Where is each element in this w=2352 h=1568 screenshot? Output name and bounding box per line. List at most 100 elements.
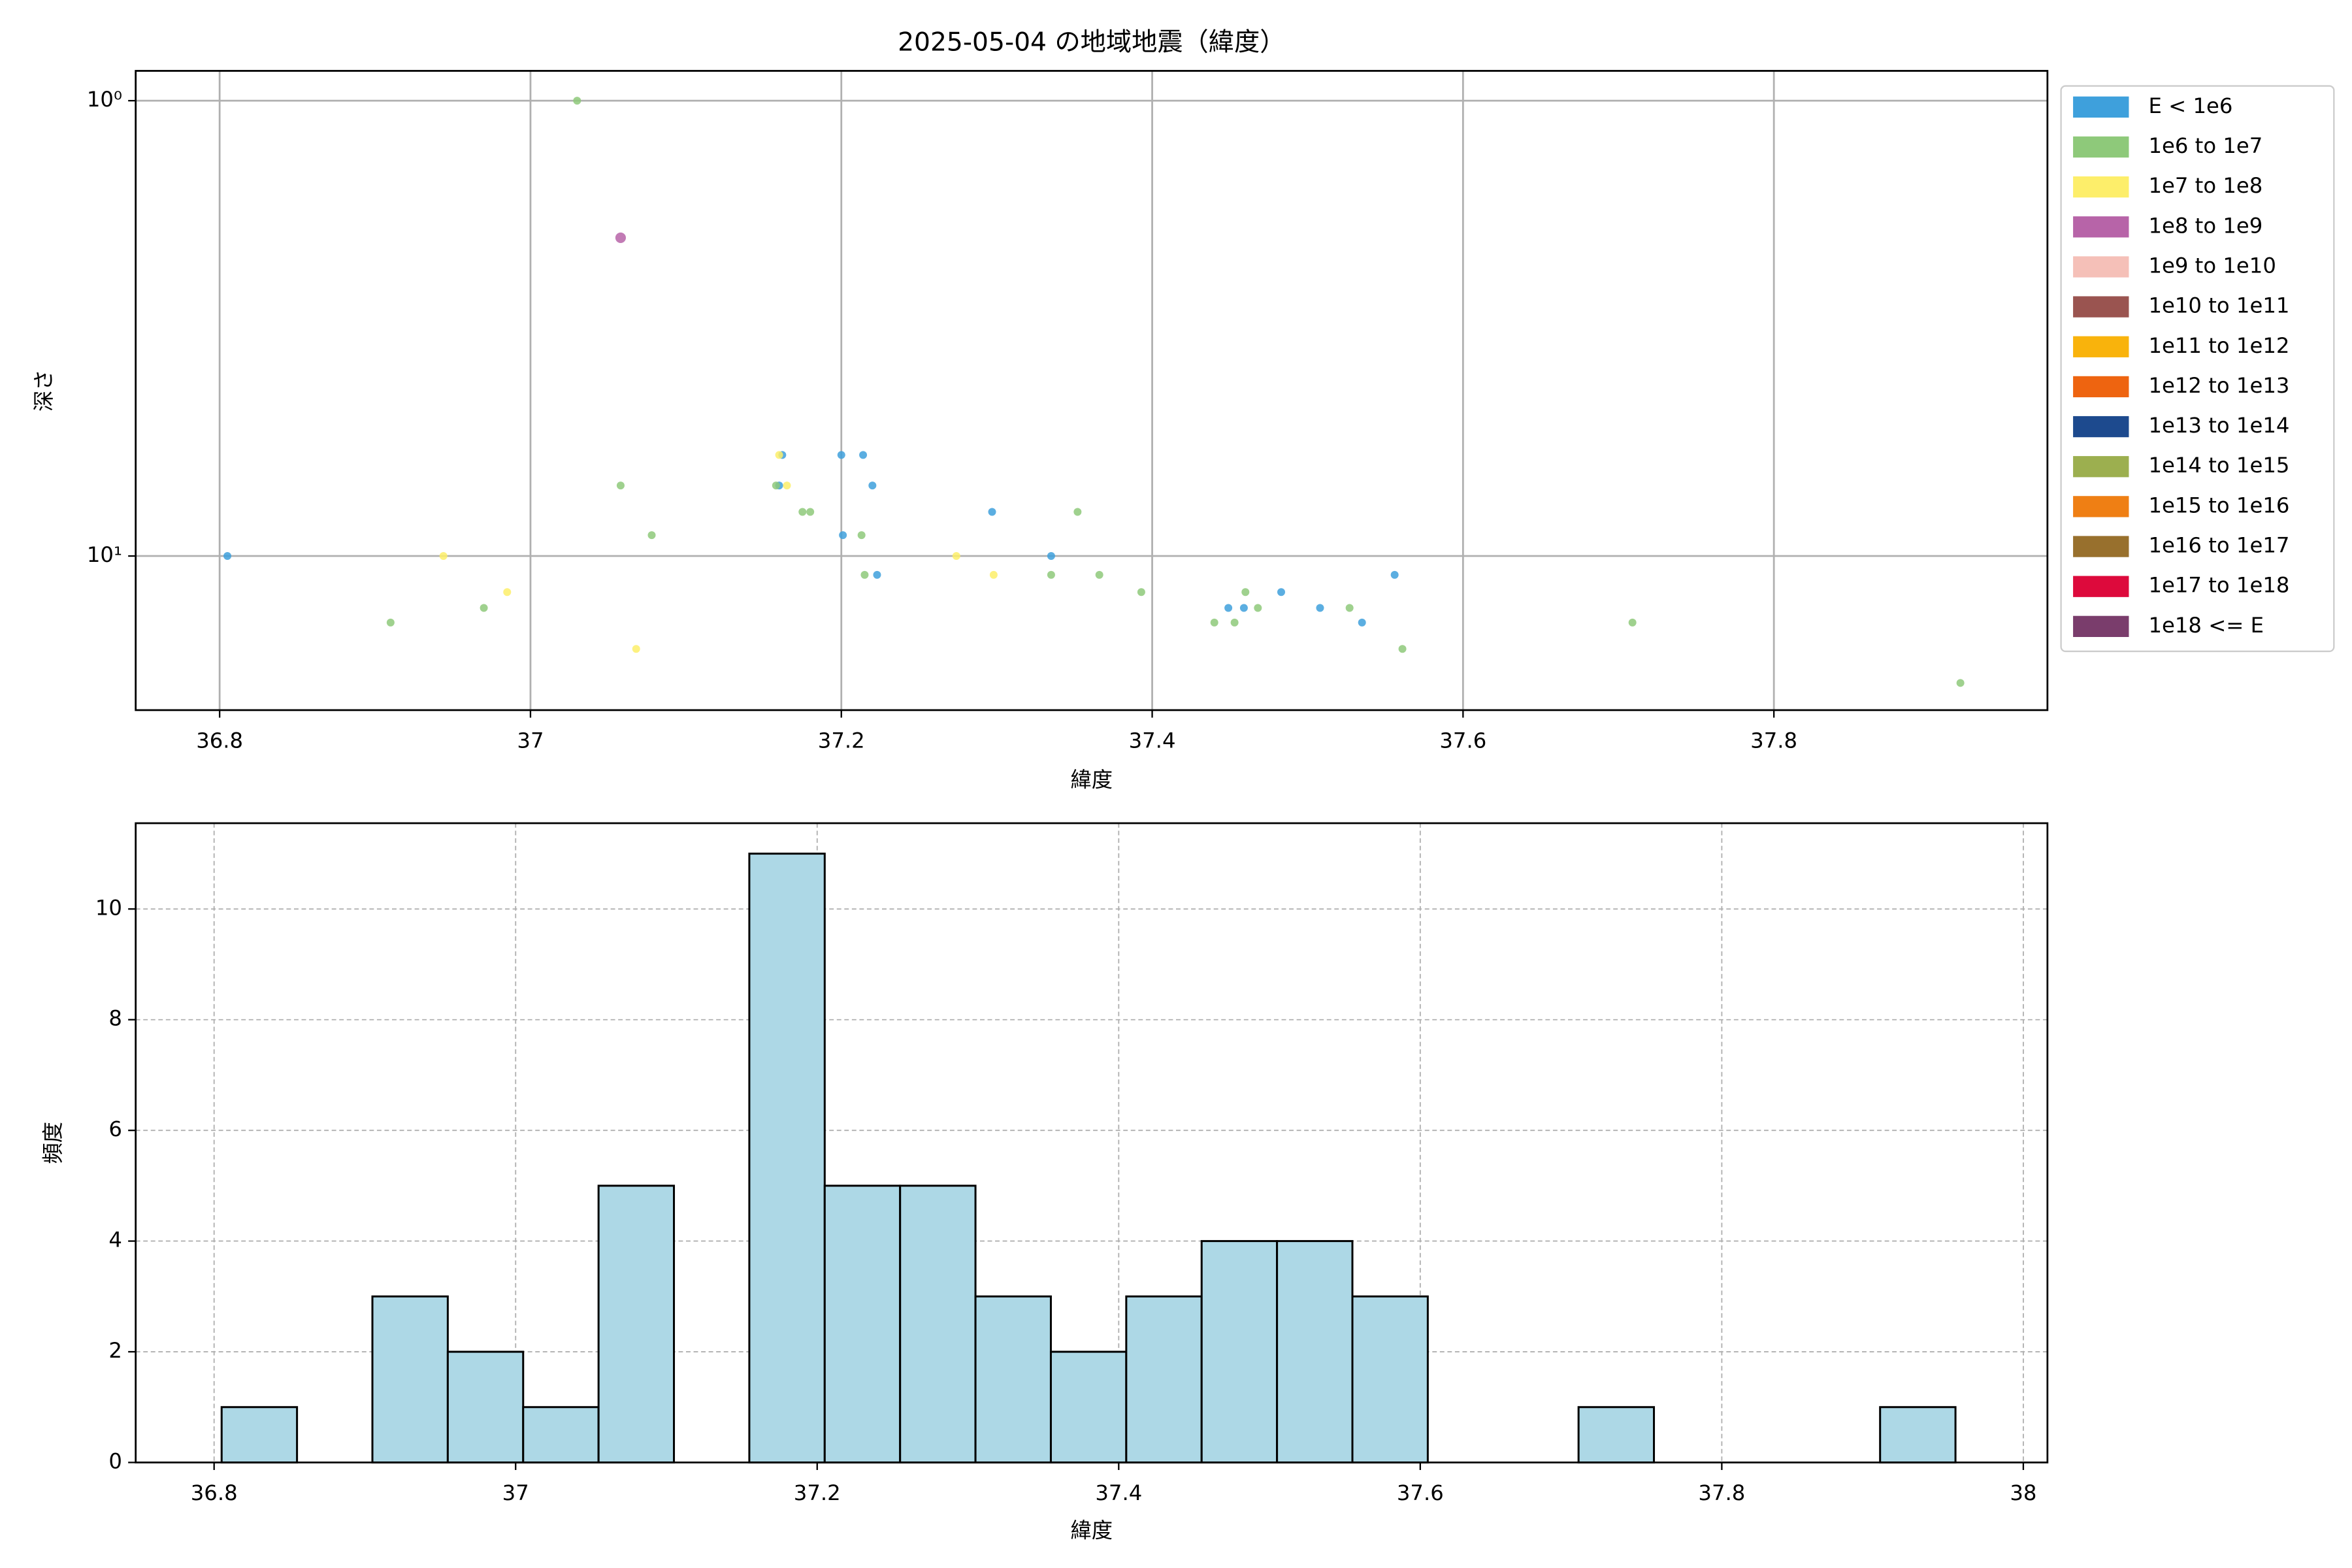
legend-label: E < 1e6	[2148, 93, 2232, 118]
point	[873, 570, 881, 579]
x-tick-label: 37.6	[1439, 728, 1486, 753]
bar	[823, 1184, 902, 1463]
x-tick-label: 37	[502, 1480, 529, 1505]
bar	[1049, 1350, 1128, 1463]
x-tick-label: 37.2	[794, 1480, 841, 1505]
point	[616, 482, 625, 490]
point	[860, 570, 869, 579]
bar	[899, 1184, 977, 1463]
point	[1345, 604, 1354, 612]
point	[573, 97, 581, 105]
legend-label: 1e13 to 1e14	[2148, 413, 2289, 438]
legend-label: 1e7 to 1e8	[2148, 173, 2262, 198]
legend-label: 1e12 to 1e13	[2148, 373, 2289, 398]
x-tick-label: 36.8	[196, 728, 243, 753]
point	[1137, 588, 1145, 596]
y-tick-label: 10	[95, 895, 122, 920]
legend-swatch	[2073, 376, 2129, 398]
legend-swatch	[2073, 96, 2129, 118]
bar	[446, 1350, 525, 1463]
y-axis-label: 深さ	[31, 369, 56, 412]
y-axis-label: 頻度	[41, 1122, 65, 1164]
point	[1239, 604, 1248, 612]
legend-label: 1e10 to 1e11	[2148, 293, 2289, 318]
point	[1047, 570, 1055, 579]
point	[1628, 618, 1637, 627]
x-tick-label: 37.6	[1397, 1480, 1444, 1505]
bar	[597, 1184, 676, 1463]
point	[647, 531, 656, 540]
chart-title: 2025-05-04 の地域地震（緯度）	[898, 27, 1285, 57]
legend-label: 1e8 to 1e9	[2148, 213, 2262, 238]
point	[837, 451, 845, 459]
y-tick-label: 4	[108, 1228, 122, 1252]
point	[1210, 618, 1218, 627]
point	[1241, 588, 1250, 596]
point	[1095, 570, 1103, 579]
point	[1047, 552, 1055, 561]
legend-swatch	[2073, 176, 2129, 198]
bar	[1125, 1295, 1203, 1463]
y-tick-label: 0	[108, 1448, 122, 1473]
point	[772, 482, 780, 490]
legend-swatch	[2073, 416, 2129, 438]
legend-box	[2060, 85, 2335, 653]
bar	[522, 1406, 600, 1463]
legend-swatch	[2073, 456, 2129, 478]
axes-frame	[135, 70, 2049, 711]
legend-swatch	[2073, 256, 2129, 278]
bar	[974, 1295, 1052, 1463]
point	[857, 531, 866, 540]
x-tick-label: 37.8	[1750, 728, 1797, 753]
x-tick-label: 37	[517, 728, 544, 753]
point	[223, 552, 232, 561]
bar	[220, 1406, 299, 1463]
y-tick-label: 10¹	[87, 542, 122, 567]
legend-label: 1e18 <= E	[2148, 613, 2264, 638]
x-tick-label: 37.8	[1698, 1480, 1745, 1505]
legend-swatch	[2073, 216, 2129, 238]
point	[952, 552, 960, 561]
point	[988, 508, 996, 516]
x-tick-label: 37.4	[1095, 1480, 1142, 1505]
point	[632, 645, 640, 653]
point	[1073, 508, 1082, 516]
point	[1316, 604, 1324, 612]
bar	[1276, 1240, 1354, 1463]
x-tick-label: 37.2	[818, 728, 865, 753]
axes-frame	[135, 822, 2049, 1463]
legend-swatch	[2073, 576, 2129, 597]
point	[1390, 570, 1399, 579]
point	[859, 451, 868, 459]
bar	[1879, 1406, 1957, 1463]
legend-label: 1e14 to 1e15	[2148, 453, 2289, 478]
legend-swatch	[2073, 496, 2129, 517]
bar	[748, 853, 826, 1463]
x-axis-label: 緯度	[1070, 1518, 1113, 1543]
legend-label: 1e6 to 1e7	[2148, 133, 2262, 158]
y-tick-label: 2	[108, 1338, 122, 1363]
legend-swatch	[2073, 336, 2129, 357]
point	[386, 618, 395, 627]
legend-swatch	[2073, 615, 2129, 637]
bar	[1351, 1295, 1429, 1463]
point	[1224, 604, 1233, 612]
point	[1956, 679, 1965, 687]
point	[1230, 618, 1239, 627]
legend-label: 1e15 to 1e16	[2148, 493, 2289, 517]
y-tick-label: 8	[108, 1006, 122, 1031]
point	[1254, 604, 1262, 612]
legend-swatch	[2073, 296, 2129, 318]
bar	[371, 1295, 449, 1463]
y-tick-label: 6	[108, 1117, 122, 1141]
point	[989, 570, 998, 579]
point	[798, 508, 807, 516]
legend-swatch	[2073, 536, 2129, 557]
point	[480, 604, 488, 612]
point	[868, 482, 877, 490]
x-tick-label: 36.8	[191, 1480, 238, 1505]
legend-label: 1e16 to 1e17	[2148, 533, 2289, 558]
x-tick-label: 37.4	[1129, 728, 1176, 753]
x-axis-label: 緯度	[1070, 767, 1113, 792]
